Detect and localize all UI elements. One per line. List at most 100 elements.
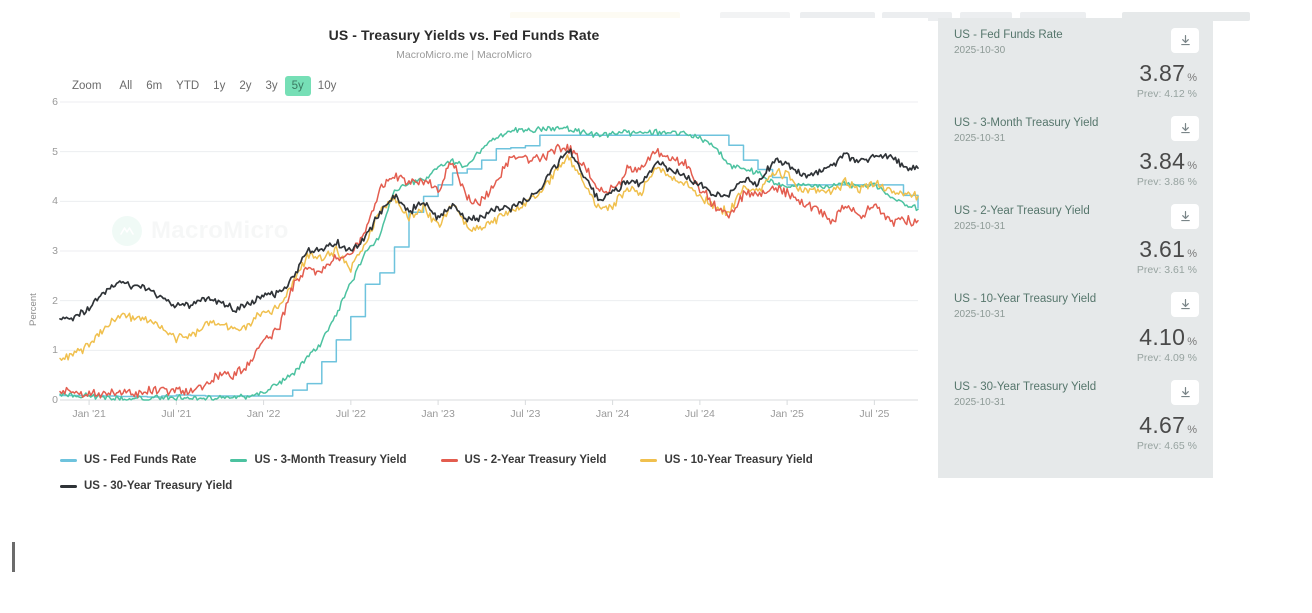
download-button[interactable]: [1171, 380, 1199, 405]
stat-card-previous: Prev: 4.09 %: [1136, 352, 1197, 364]
stat-card-title: US - Fed Funds Rate: [954, 29, 1063, 41]
y-tick-label: 5: [52, 145, 58, 158]
series-line-us-30-year-treasury-yield: [59, 148, 919, 322]
y-tick-label: 3: [52, 245, 58, 257]
stat-card-date: 2025-10-31: [954, 397, 1006, 408]
text-caret: [12, 542, 15, 572]
stat-card-value-row: 4.10%: [954, 324, 1197, 351]
legend-item-us-3-month-treasury-yield[interactable]: US - 3-Month Treasury Yield: [230, 450, 407, 470]
zoom-range-all[interactable]: All: [112, 76, 139, 96]
download-button[interactable]: [1171, 292, 1199, 317]
stat-card-previous: Prev: 4.12 %: [1136, 88, 1197, 100]
stat-card-title: US - 3-Month Treasury Yield: [954, 117, 1099, 129]
x-axis-ticks: Jan '21 Jul '21 Jan '22 Jul '22 Jan '23 Jul '…: [0, 408, 928, 426]
stat-card-value: 3.87: [1139, 60, 1186, 86]
stat-card-unit: %: [1187, 336, 1197, 348]
series-line-us-10-year-treasury-yield: [59, 154, 919, 361]
stat-card-date: 2025-10-31: [954, 133, 1006, 144]
download-icon: [1180, 299, 1190, 310]
stat-card-value-row: 4.67%: [954, 412, 1197, 439]
x-tick-label: Jan '21: [72, 408, 106, 420]
x-tick-label: Jul '21: [161, 408, 192, 420]
y-tick-label: 4: [52, 195, 58, 208]
legend-item-label: US - 10-Year Treasury Yield: [664, 454, 813, 466]
download-icon: [1180, 387, 1190, 398]
zoom-range-10y[interactable]: 10y: [311, 76, 344, 96]
stat-card-unit: %: [1187, 72, 1197, 84]
stat-card-previous: Prev: 3.61 %: [1136, 264, 1197, 276]
zoom-label: Zoom: [72, 80, 102, 92]
legend-item-label: US - Fed Funds Rate: [84, 454, 197, 466]
stat-card-previous: Prev: 4.65 %: [1136, 440, 1197, 452]
download-button[interactable]: [1171, 28, 1199, 53]
stat-card-title: US - 30-Year Treasury Yield: [954, 381, 1097, 393]
stat-card-value-row: 3.87%: [954, 60, 1197, 87]
series-line-us-fed-funds-rate: [59, 134, 919, 398]
stat-card-us-10-year-treasury-yield: US - 10-Year Treasury Yield 2025-10-31 4.1…: [938, 282, 1213, 370]
stat-card-value: 4.10: [1139, 324, 1186, 350]
series-line-us-3-month-treasury-yield: [59, 125, 919, 401]
download-button[interactable]: [1171, 204, 1199, 229]
stat-card-date: 2025-10-31: [954, 309, 1006, 320]
stat-card-unit: %: [1187, 248, 1197, 260]
zoom-range-3y[interactable]: 3y: [258, 76, 284, 96]
chart-card: US - Treasury Yields vs. Fed Funds Rate …: [0, 18, 928, 492]
stat-card-value: 3.61: [1139, 236, 1186, 262]
legend-color-swatch: [60, 484, 77, 488]
legend-item-us-fed-funds-rate[interactable]: US - Fed Funds Rate: [60, 450, 196, 470]
download-icon: [1180, 123, 1190, 134]
zoom-range-6m[interactable]: 6m: [139, 76, 169, 96]
stat-card-value: 3.84: [1139, 148, 1186, 174]
y-tick-label: 0: [52, 394, 58, 406]
series-line-us-2-year-treasury-yield: [59, 143, 919, 399]
zoom-range-2y[interactable]: 2y: [232, 76, 258, 96]
download-icon: [1180, 35, 1190, 46]
stat-card-us-30-year-treasury-yield: US - 30-Year Treasury Yield 2025-10-31 4.6…: [938, 370, 1213, 458]
legend-item-label: US - 30-Year Treasury Yield: [84, 480, 233, 492]
x-tick-label: Jul '24: [684, 408, 715, 420]
y-axis-ticks: 0 1 2 3 4 5 6: [34, 90, 58, 406]
stat-card-date: 2025-10-31: [954, 221, 1006, 232]
legend-item-label: US - 2-Year Treasury Yield: [464, 454, 607, 466]
x-tick-label: Jan '25: [770, 408, 804, 420]
x-tick-label: Jul '25: [859, 408, 890, 420]
stat-card-unit: %: [1187, 160, 1197, 172]
x-tick-label: Jul '22: [335, 408, 366, 420]
y-tick-label: 2: [52, 294, 58, 307]
stat-card-previous: Prev: 3.86 %: [1136, 176, 1197, 188]
legend-item-us-10-year-treasury-yield[interactable]: US - 10-Year Treasury Yield: [640, 450, 813, 470]
stats-side-panel: US - Fed Funds Rate 2025-10-30 3.87% Prev: …: [938, 18, 1213, 478]
x-tick-label: Jan '22: [246, 408, 281, 420]
chart-legend: US - Fed Funds Rate US - 3-Month Treasury…: [60, 450, 920, 502]
download-button[interactable]: [1171, 116, 1199, 141]
top-chrome-ghost: [0, 0, 1312, 22]
legend-item-label: US - 3-Month Treasury Yield: [254, 454, 407, 466]
chart-canvas: [59, 101, 919, 405]
x-tick-label: Jul '23: [510, 408, 541, 420]
stat-card-us-2-year-treasury-yield: US - 2-Year Treasury Yield 2025-10-31 3.61…: [938, 194, 1213, 282]
zoom-range-ytd[interactable]: YTD: [169, 76, 206, 96]
stat-card-value-row: 3.84%: [954, 148, 1197, 175]
stat-card-value-row: 3.61%: [954, 236, 1197, 263]
stat-card-unit: %: [1187, 424, 1197, 436]
stat-card-us-3-month-treasury-yield: US - 3-Month Treasury Yield 2025-10-31 3.8…: [938, 106, 1213, 194]
stat-card-us-fed-funds-rate: US - Fed Funds Rate 2025-10-30 3.87% Prev: …: [938, 18, 1213, 106]
download-icon: [1180, 211, 1190, 222]
legend-color-swatch: [230, 458, 248, 462]
zoom-toolbar: Zoom All 6m YTD 1y 2y 3y 5y 10y: [72, 76, 343, 96]
zoom-range-5y[interactable]: 5y: [284, 76, 311, 96]
stat-card-value: 4.67: [1139, 412, 1186, 438]
stat-card-title: US - 10-Year Treasury Yield: [954, 293, 1097, 305]
legend-color-swatch: [640, 458, 658, 462]
legend-color-swatch: [440, 458, 458, 462]
legend-item-us-30-year-treasury-yield[interactable]: US - 30-Year Treasury Yield: [60, 476, 232, 496]
x-tick-label: Jan '23: [421, 408, 455, 420]
legend-color-swatch: [60, 458, 77, 462]
legend-item-us-2-year-treasury-yield[interactable]: US - 2-Year Treasury Yield: [440, 450, 607, 470]
zoom-range-1y[interactable]: 1y: [206, 76, 232, 96]
chart-subtitle: MacroMicro.me | MacroMicro: [396, 49, 532, 61]
y-tick-label: 6: [52, 96, 58, 108]
stat-card-title: US - 2-Year Treasury Yield: [954, 205, 1090, 217]
